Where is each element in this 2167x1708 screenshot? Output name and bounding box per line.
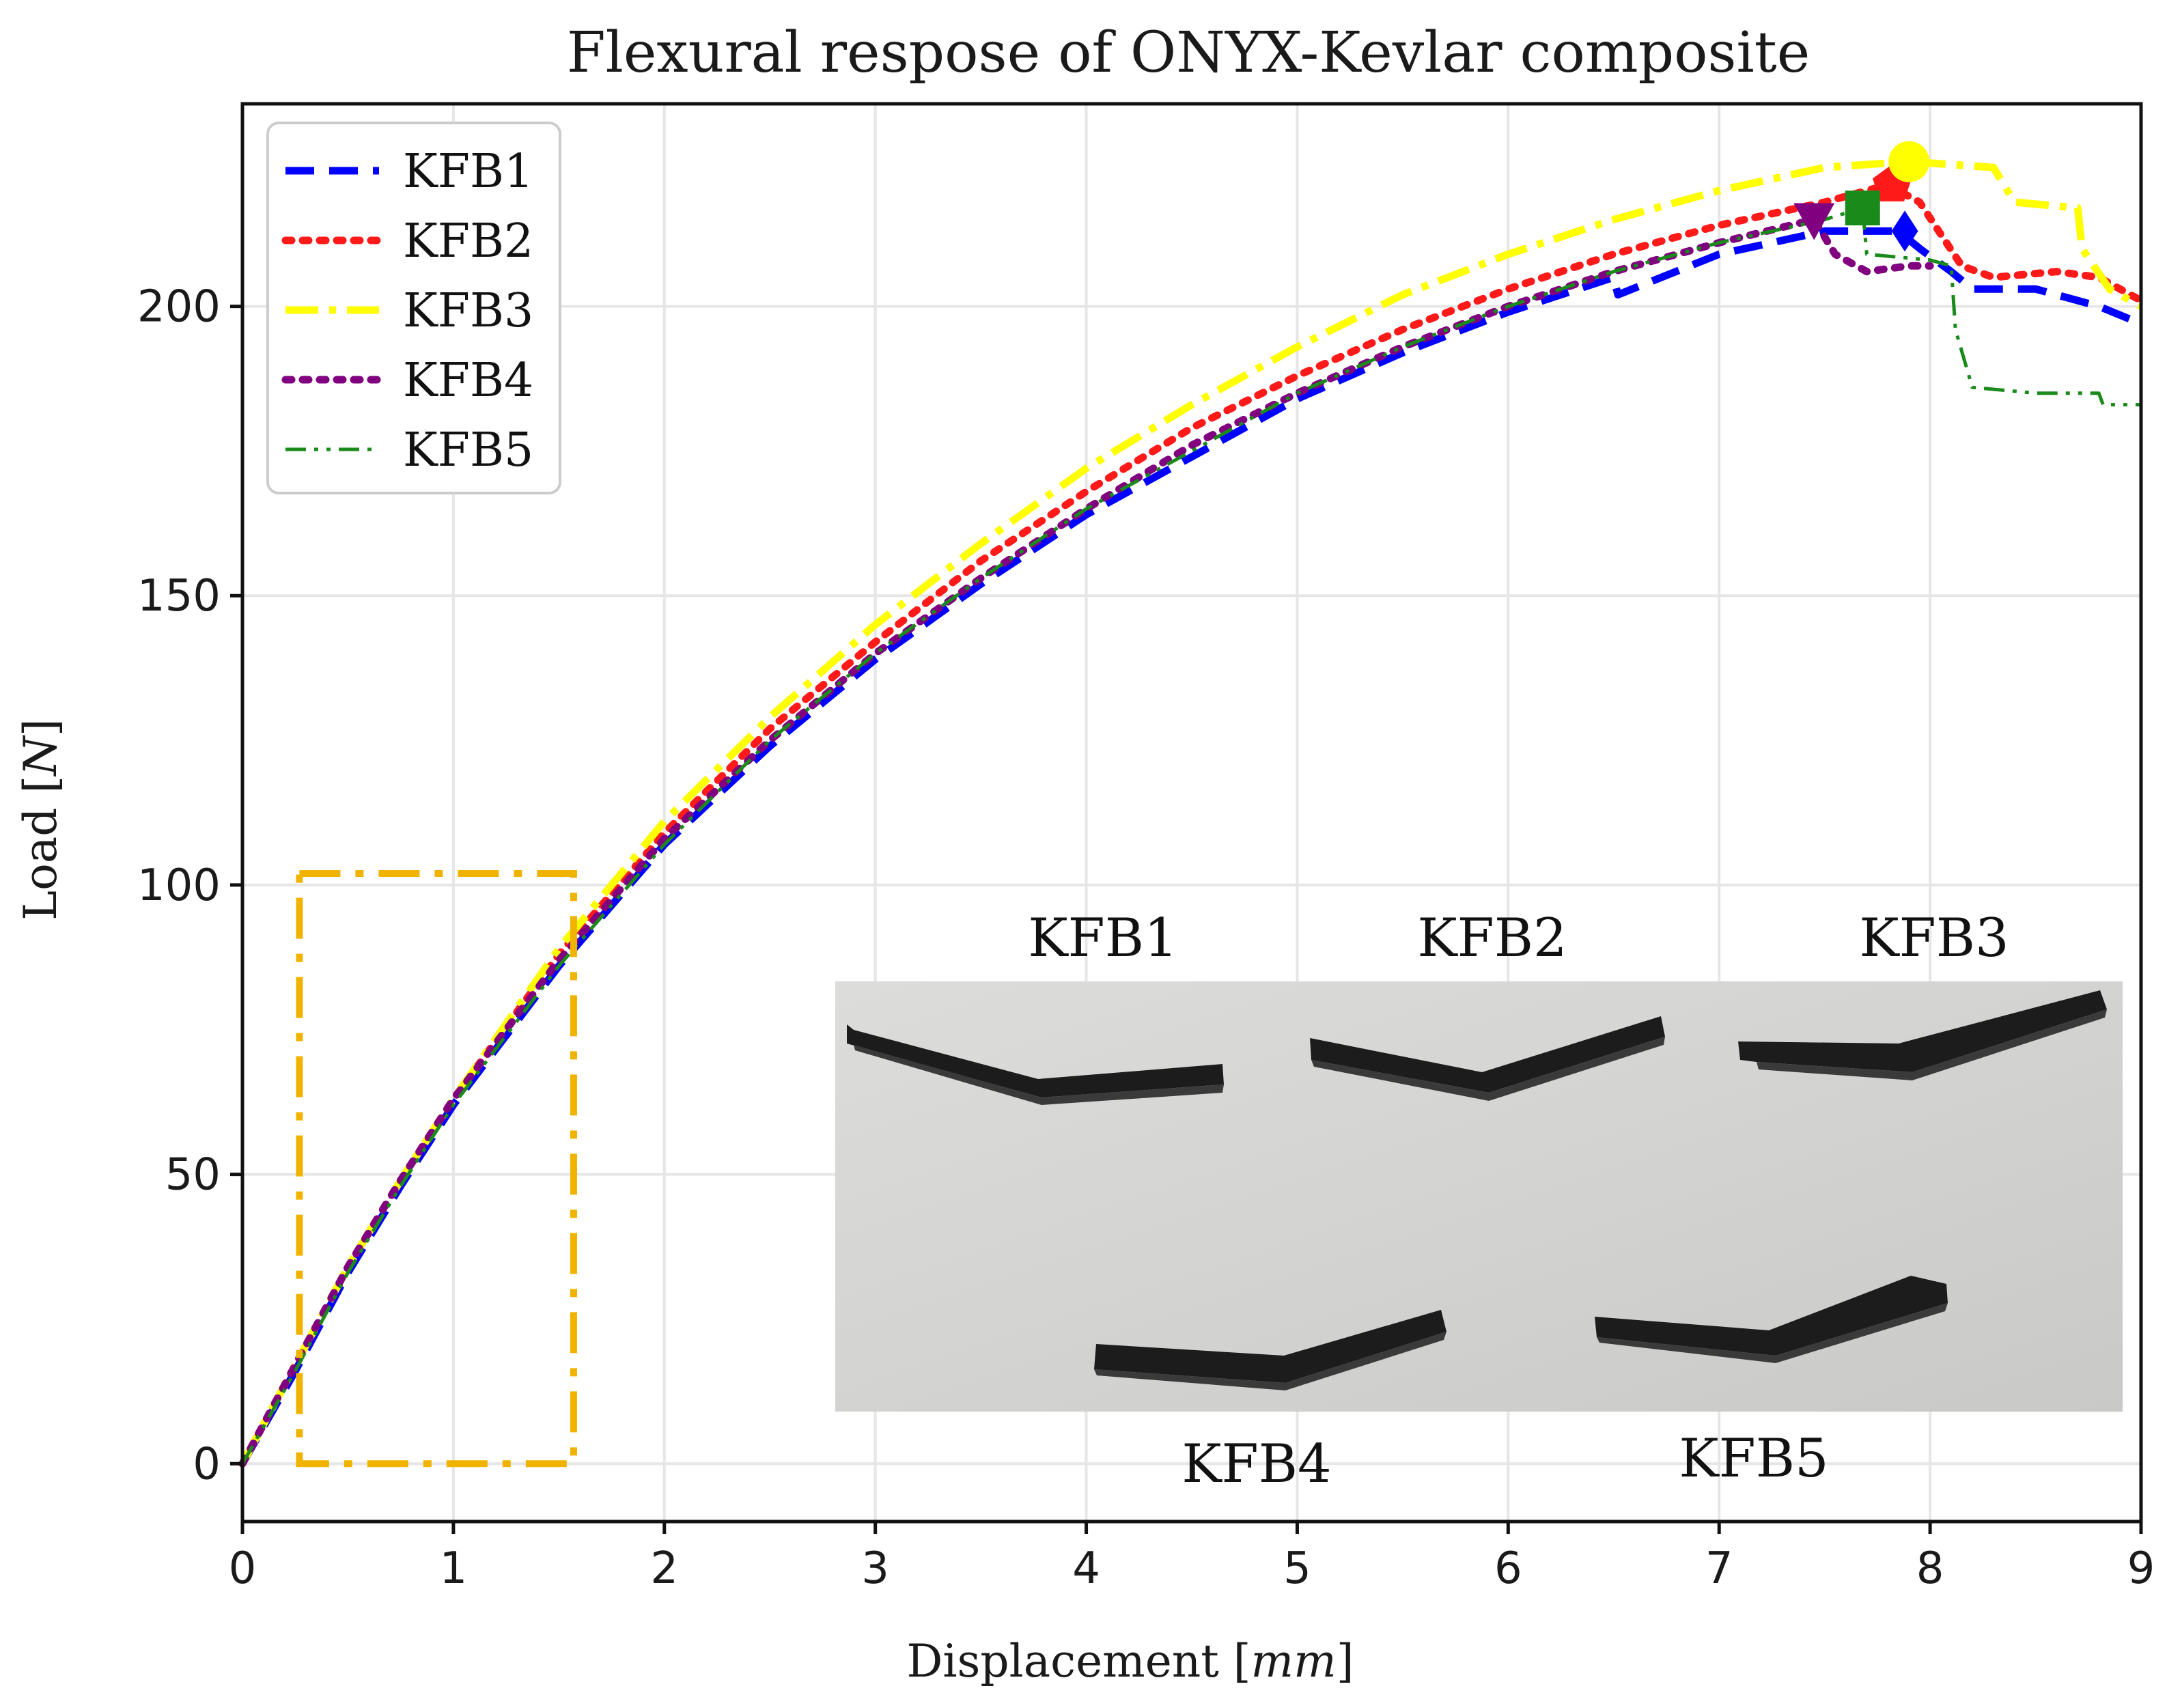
series-line-kfb5 xyxy=(240,206,2141,1465)
x-tick-label: 2 xyxy=(650,1543,678,1594)
series-line-kfb3 xyxy=(239,158,2143,1466)
specimen-photo xyxy=(835,981,2123,1412)
specimen-kfb5 xyxy=(1595,1276,1948,1363)
specimen-kfb4 xyxy=(1094,1310,1446,1390)
peak-marker-kfb5 xyxy=(1845,191,1880,226)
y-tick-label: 50 xyxy=(165,1150,221,1201)
x-tick-label: 8 xyxy=(1916,1543,1944,1594)
y-axis-label: Load [N] xyxy=(14,718,67,920)
zoom-box xyxy=(296,869,577,1468)
series-line-kfb2 xyxy=(238,181,2145,1468)
x-tick-label: 3 xyxy=(861,1543,889,1594)
x-axis-label: Displacement [mm] xyxy=(907,1635,1354,1688)
legend-label-kfb2: KFB2 xyxy=(403,214,533,268)
x-tick-label: 5 xyxy=(1283,1543,1311,1594)
legend-box xyxy=(266,122,561,494)
y-tick-label: 150 xyxy=(137,571,221,621)
chart-title: Flexural respose of ONYX-Kevlar composit… xyxy=(567,20,1810,85)
x-tick-label: 4 xyxy=(1072,1543,1100,1594)
specimen-kfb2 xyxy=(1310,1016,1665,1101)
y-tick-label: 0 xyxy=(193,1439,221,1489)
x-tick-label: 7 xyxy=(1705,1543,1733,1594)
legend-label-kfb3: KFB3 xyxy=(403,284,533,338)
specimen-kfb1 xyxy=(847,1024,1224,1105)
specimen-kfb3 xyxy=(1738,990,2107,1080)
photo-label-kfb1: KFB1 xyxy=(1028,908,1177,969)
peak-marker-kfb3 xyxy=(1888,141,1930,182)
x-tick-label: 6 xyxy=(1494,1543,1522,1594)
x-tick-label: 0 xyxy=(229,1543,257,1594)
axis-ticks: 0 1 2 3 4 5 6 7 8 9 0 50 100 150 200 xyxy=(137,282,2155,1594)
x-tick-label: 9 xyxy=(2127,1543,2155,1594)
zoom-box-group xyxy=(296,869,577,1468)
y-tick-label: 100 xyxy=(137,860,221,911)
y-tick-label: 200 xyxy=(137,282,221,333)
series-group xyxy=(238,141,2145,1468)
legend-label-kfb4: KFB4 xyxy=(403,354,533,408)
peak-marker-kfb4 xyxy=(1793,203,1835,240)
plot-frame xyxy=(240,102,2143,1524)
legend-label-kfb5: KFB5 xyxy=(403,423,533,477)
photo-label-kfb3: KFB3 xyxy=(1859,908,2009,969)
legend-label-kfb1: KFB1 xyxy=(403,145,533,199)
photo-label-kfb4: KFB4 xyxy=(1182,1433,1331,1495)
series-line-kfb4 xyxy=(238,216,1934,1468)
legend: KFB1 KFB2 KFB3 KFB4 KFB5 xyxy=(266,122,561,494)
photo-label-kfb5: KFB5 xyxy=(1679,1428,1828,1489)
photo-label-kfb2: KFB2 xyxy=(1417,908,1567,969)
x-tick-label: 1 xyxy=(440,1543,468,1594)
peak-marker-kfb1 xyxy=(1891,210,1918,252)
